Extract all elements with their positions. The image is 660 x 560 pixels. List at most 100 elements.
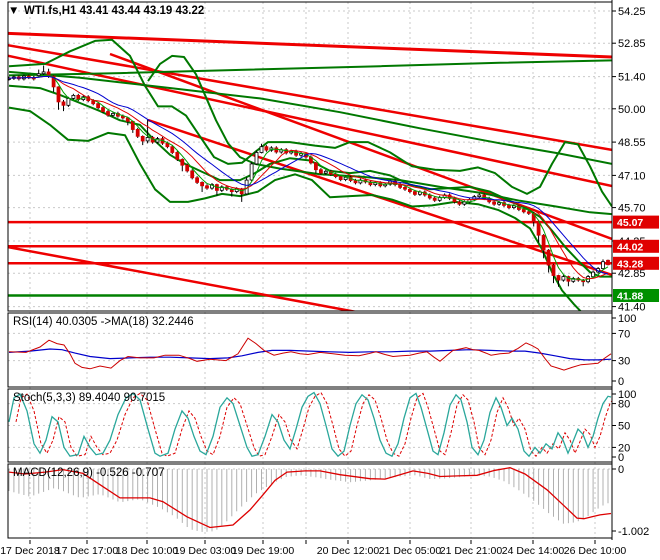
- trendline[interactable]: [0, 245, 358, 313]
- candle-body: [175, 151, 180, 160]
- time-label: 24 Dec 14:00: [502, 545, 565, 557]
- candle-body: [66, 98, 71, 106]
- macd-panel[interactable]: [7, 463, 613, 539]
- candle-body: [507, 204, 511, 209]
- indicator-tick-label: 0: [618, 452, 624, 464]
- price-tag: [613, 239, 659, 253]
- indicator-tick-label: -1.002: [618, 526, 649, 538]
- candle-body: [219, 186, 224, 191]
- price-tag: [613, 289, 659, 302]
- rsi-line: [8, 337, 612, 371]
- candle-body: [556, 275, 561, 281]
- candle-body: [432, 197, 437, 201]
- candle-body: [61, 101, 66, 106]
- trendline[interactable]: [109, 52, 612, 241]
- candle-body: [497, 202, 502, 205]
- price-tick-label: 51.40: [618, 72, 646, 84]
- time-label: 19 Dec 03:00: [174, 545, 237, 557]
- macd-signal-line: [8, 467, 612, 529]
- trendline[interactable]: [0, 54, 612, 188]
- price-tag-label: 41.88: [617, 291, 643, 303]
- chart-title: WTI.fs,H1 43.41 43.44 43.19 43.22: [24, 5, 204, 17]
- candle-body: [457, 201, 462, 205]
- time-label: 21 Dec 05:00: [379, 545, 442, 557]
- lower-band: [8, 106, 582, 311]
- price-tag-label: 44.02: [617, 241, 643, 253]
- candle-body: [274, 147, 279, 153]
- stoch-d-line: [15, 391, 612, 457]
- candle-body: [41, 71, 46, 75]
- price-tag: [613, 256, 659, 270]
- desc-ma: [8, 70, 612, 165]
- candle-body: [546, 249, 551, 266]
- candle-body: [51, 75, 56, 88]
- rsi-plot-layer: [8, 337, 612, 371]
- price-tick-label: 48.55: [618, 137, 646, 149]
- candle-body: [185, 164, 190, 172]
- candle-body: [601, 261, 605, 270]
- price-tick-label: 42.85: [618, 268, 646, 280]
- candle-body: [205, 185, 209, 189]
- indicator-tick-label: 0: [618, 376, 624, 388]
- price-tick-label: 41.40: [618, 302, 646, 314]
- candle-body: [101, 107, 105, 112]
- candle-body: [521, 209, 526, 213]
- candle-body: [106, 111, 110, 116]
- candle-body: [561, 276, 566, 281]
- time-label: 18 Dec 10:00: [116, 545, 179, 557]
- candle-body: [541, 234, 546, 251]
- price-tag: [613, 215, 659, 229]
- candle-body: [145, 137, 150, 142]
- candle-body: [407, 188, 412, 193]
- fast-ma-line: [8, 74, 609, 281]
- upper-band: [8, 38, 612, 208]
- price-tick-label: 52.85: [618, 38, 646, 50]
- price-tag-label: 43.28: [617, 258, 643, 270]
- candle-body: [313, 162, 318, 171]
- candle-body: [200, 181, 205, 187]
- candle-body: [591, 271, 595, 278]
- indicator-tick-label: 20: [618, 442, 630, 454]
- candle-body: [338, 176, 343, 181]
- indicator-tick-label: 30: [618, 356, 630, 368]
- rising-ma: [8, 59, 612, 77]
- indicator-tick-label: 80: [618, 399, 630, 411]
- price-axis[interactable]: 54.2552.8551.4050.0048.5547.1045.7044.25…: [612, 6, 649, 538]
- price-tick-label: 47.10: [618, 170, 646, 182]
- time-label: 21 Dec 21:00: [440, 545, 503, 557]
- macd-plot-layer: [8, 467, 612, 532]
- time-label: 20 Dec 12:00: [317, 545, 380, 557]
- candle-body: [165, 142, 170, 148]
- dropdown-arrow-icon[interactable]: ▼: [8, 5, 19, 17]
- trendline[interactable]: [0, 44, 612, 152]
- candle-body: [170, 146, 175, 153]
- stoch-plot-layer: [8, 391, 612, 458]
- candle-body: [259, 146, 264, 153]
- candle-body: [294, 150, 299, 156]
- indicator-tick-label: 100: [618, 389, 636, 401]
- candle-body: [195, 177, 200, 183]
- price-tick-label: 54.25: [618, 6, 646, 18]
- candle-body: [140, 135, 145, 142]
- indicator-tick-label: 50: [618, 421, 630, 433]
- candle-body: [264, 146, 269, 151]
- rsi-panel[interactable]: [7, 312, 613, 388]
- trendline[interactable]: [0, 31, 612, 59]
- rsi-ma-line: [8, 348, 612, 361]
- indicator-tick-label: 70: [618, 328, 630, 340]
- macd-label: MACD(12,26,9) -0.526 -0.707: [13, 467, 165, 479]
- indicator-tick-label: 100: [618, 313, 636, 325]
- candle-body: [318, 169, 323, 174]
- candle-body: [477, 194, 482, 198]
- candle-body: [56, 86, 61, 103]
- candle-body: [353, 180, 358, 184]
- candle-body: [135, 128, 140, 137]
- price-tick-label: 45.70: [618, 203, 646, 215]
- candle-body: [190, 170, 195, 179]
- time-label: 17 Dec 2018: [0, 545, 60, 557]
- candle-body: [571, 278, 576, 282]
- indicator-tick-label: 0: [618, 464, 624, 476]
- candle-body: [71, 95, 76, 99]
- long-ma: [147, 54, 612, 216]
